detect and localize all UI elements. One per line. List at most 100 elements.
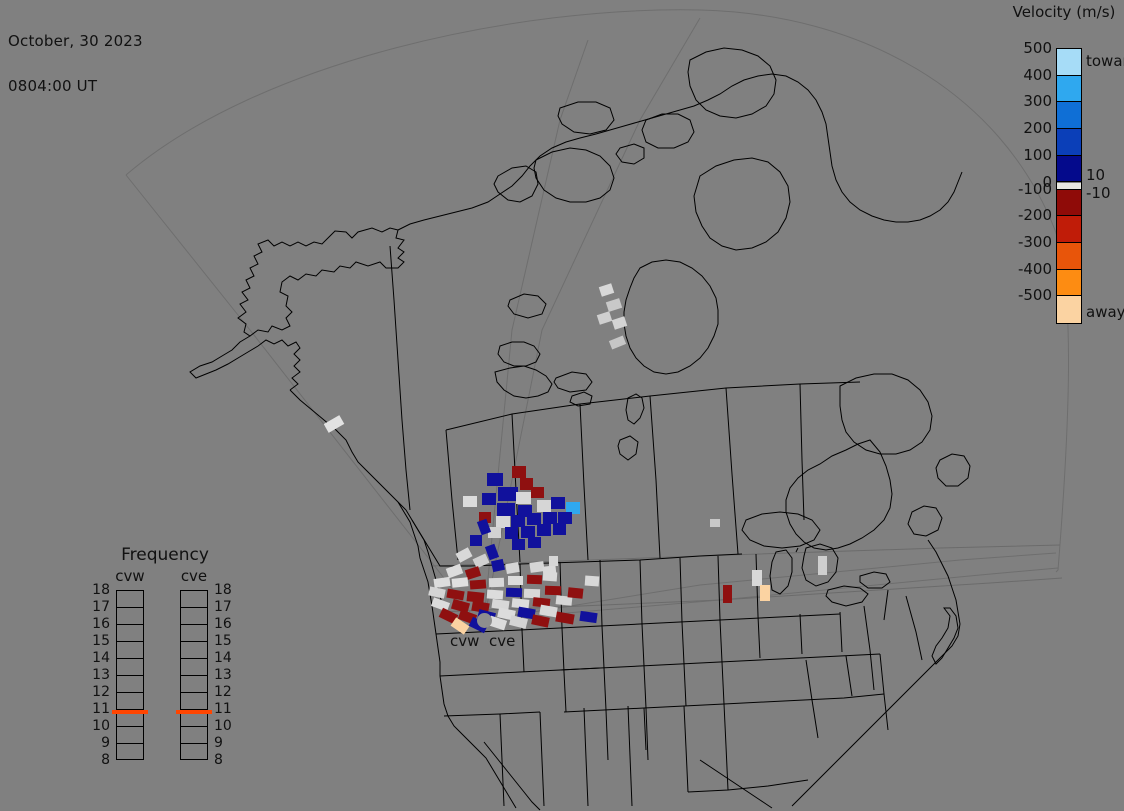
frequency-scale-segment: [117, 642, 143, 659]
timestamp-date: October, 30 2023: [8, 32, 143, 50]
radar-cell: [520, 478, 533, 490]
frequency-tick-left: 8: [101, 752, 110, 768]
velocity-tick: 500: [1023, 39, 1052, 57]
coast-newfoundland: [936, 454, 970, 486]
radar-cell: [710, 519, 720, 527]
coast-hudson-bay: [624, 260, 718, 374]
frequency-tick-right: 12: [214, 684, 232, 700]
velocity-band: [1057, 75, 1081, 103]
radar-cell: [531, 614, 550, 628]
radar-cell: [584, 575, 600, 587]
frequency-tick-left: 13: [92, 667, 110, 683]
frequency-tick-right: 13: [214, 667, 232, 683]
velocity-away-label: away: [1086, 303, 1124, 321]
coast-pacific: [398, 502, 516, 808]
velocity-tick: -300: [1017, 232, 1052, 251]
radar-cell: [496, 516, 510, 528]
velocity-band: [1057, 102, 1081, 130]
frequency-tick-right: 11: [214, 701, 232, 717]
frequency-tick-right: 10: [214, 718, 232, 734]
coast-island-small-a: [616, 144, 644, 164]
frequency-scale-segment: [181, 676, 207, 693]
radar-cell: [428, 586, 446, 599]
coast-island-small-e: [618, 436, 638, 460]
velocity-colorbar: [1056, 48, 1082, 324]
frequency-tick-right: 17: [214, 599, 232, 615]
radar-cell: [488, 577, 505, 588]
frequency-scale-segment: [181, 710, 207, 727]
frequency-scale-cve[interactable]: [180, 590, 208, 760]
map-boundary-left: [126, 175, 470, 612]
frequency-panel: Frequency cvw cve 18 18 17 17 16 16 15 15 14 14 13 13…: [80, 546, 250, 786]
velocity-legend-title: Velocity (m/s): [1012, 3, 1116, 21]
radar-cell: [470, 535, 482, 546]
coast-lake-superior: [742, 512, 820, 548]
frequency-tick-left: 15: [92, 633, 110, 649]
radar-cell: [553, 523, 566, 535]
radar-cell: [818, 556, 827, 575]
radar-cell: [760, 585, 770, 601]
radar-cell: [497, 503, 515, 516]
velocity-inner-high-label: 10: [1086, 166, 1106, 184]
radar-cell: [512, 466, 526, 478]
coast-baja: [484, 742, 540, 810]
radar-cell: [505, 561, 520, 575]
radar-cell: [555, 611, 575, 625]
coast-east-usa: [792, 540, 960, 806]
frequency-scale-cvw[interactable]: [116, 590, 144, 760]
radar-cell: [482, 493, 496, 505]
radar-cell: [463, 496, 477, 507]
frequency-scale-segment: [117, 608, 143, 625]
coast-florida-gulf: [700, 760, 772, 808]
radar-cell: [551, 497, 565, 509]
frequency-scale-segment: [117, 676, 143, 693]
radar-cell: [566, 502, 580, 514]
velocity-band: [1057, 296, 1081, 323]
coast-island-small-c: [554, 372, 592, 392]
radar-cell: [537, 500, 551, 512]
velocity-tick: -100: [1017, 179, 1052, 198]
canada-province-borders: [445, 381, 861, 563]
radar-site-marker[interactable]: [477, 613, 492, 628]
radar-cell: [479, 512, 491, 523]
velocity-band: [1057, 242, 1081, 270]
frequency-scale-segment: [117, 625, 143, 642]
frequency-scale-segment: [181, 591, 207, 608]
frequency-tick-right: 8: [214, 752, 223, 768]
frequency-scale-segment: [117, 693, 143, 710]
radar-cell: [488, 527, 501, 538]
radar-cell: [521, 526, 535, 538]
coast-ellesmere: [688, 48, 776, 118]
frequency-scale-segment: [117, 744, 143, 761]
coast-alaska: [238, 228, 404, 336]
radar-cell: [537, 524, 551, 536]
velocity-tick: 100: [1023, 145, 1052, 164]
coast-lake-winnipeg: [626, 394, 644, 424]
coast-quebec: [786, 440, 892, 550]
coast-labrador: [840, 374, 932, 454]
frequency-tick-right: 14: [214, 650, 232, 666]
velocity-tick: 400: [1023, 65, 1052, 84]
frequency-tick-right: 16: [214, 616, 232, 632]
frequency-scale-segment: [181, 642, 207, 659]
radar-cell: [469, 579, 487, 590]
frequency-scale-segment: [117, 591, 143, 608]
frequency-tick-right: 9: [214, 735, 223, 751]
radar-site-label-cvw: cvw: [450, 632, 480, 650]
coast-great-bear-lake: [498, 342, 540, 366]
radar-cell: [567, 587, 584, 599]
timestamp-time: 0804:00 UT: [8, 77, 98, 95]
radar-cell: [526, 574, 543, 585]
velocity-legend: Velocity (m/s) 500 400 300 200 100 0 -100 -200 -…: [1000, 2, 1124, 342]
coast-island-small-b: [508, 294, 546, 318]
radar-cell: [558, 512, 572, 524]
frequency-scale-segment: [181, 744, 207, 761]
velocity-tick: 0: [1042, 172, 1052, 191]
radar-cell: [596, 311, 613, 325]
coast-lake-erie: [826, 586, 868, 606]
radar-cell: [505, 587, 523, 598]
coast-banks-island: [494, 166, 538, 202]
radar-cell: [498, 487, 518, 501]
radar-cell: [490, 558, 506, 573]
